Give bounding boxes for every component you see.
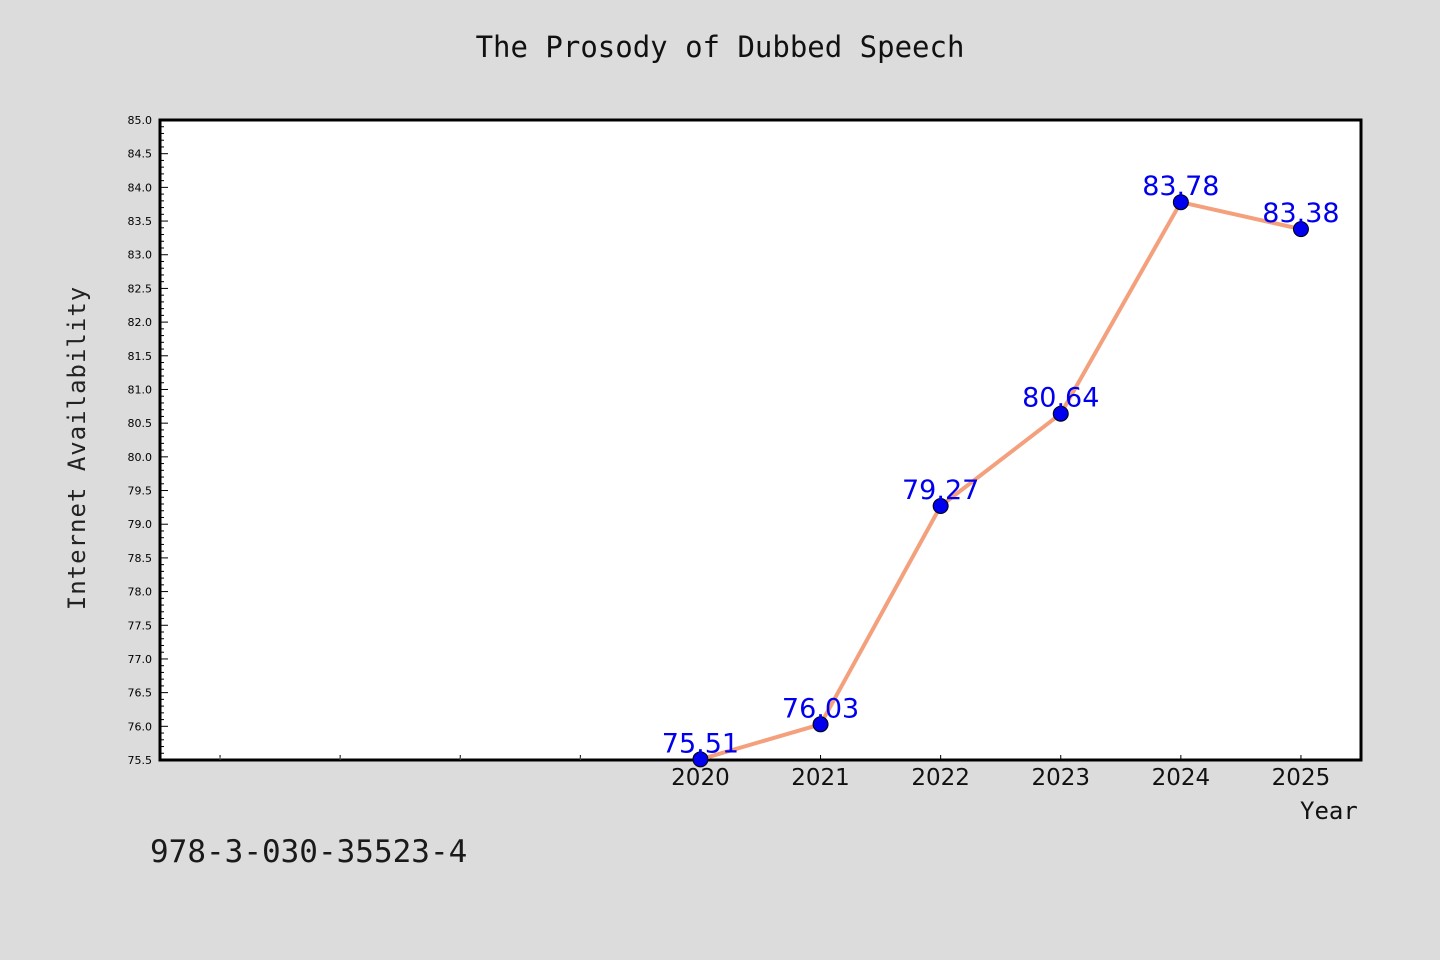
- y-tick-label: 81.0: [128, 383, 153, 396]
- y-tick-label: 79.0: [128, 518, 153, 531]
- y-tick-label: 78.5: [128, 552, 153, 565]
- y-tick-label: 84.5: [128, 148, 153, 161]
- y-tick-label: 83.5: [128, 215, 153, 228]
- data-point: [1292, 221, 1309, 238]
- data-point: [932, 498, 949, 515]
- y-tick-label: 77.0: [128, 653, 153, 666]
- y-tick-label: 81.5: [128, 350, 153, 363]
- y-tick-label: 76.0: [128, 720, 153, 733]
- data-label: 79.27: [902, 475, 979, 506]
- y-tick-label: 78.0: [128, 586, 153, 599]
- y-tick-label: 84.0: [128, 181, 153, 194]
- y-tick-label: 75.5: [128, 754, 153, 767]
- data-label: 83.38: [1262, 198, 1339, 229]
- x-tick-label: 2024: [1152, 765, 1211, 791]
- y-tick-label: 79.5: [128, 485, 153, 498]
- x-tick-label: 2023: [1031, 765, 1090, 791]
- series-line: [699, 200, 1302, 762]
- y-axis-label: Internet Availability: [63, 285, 91, 611]
- y-tick-label: 85.0: [128, 114, 153, 127]
- x-tick-label: 2025: [1272, 765, 1331, 791]
- isbn-label: 978-3-030-35523-4: [150, 834, 468, 870]
- y-tick-label: 76.5: [128, 687, 153, 700]
- chart-title: The Prosody of Dubbed Speech: [475, 30, 965, 64]
- data-label: 76.03: [782, 693, 859, 724]
- data-labels-group: 75.51 76.03 79.27 80.64 83.78 83.38: [662, 171, 1340, 759]
- y-tick-label: 82.5: [128, 282, 153, 295]
- data-point: [812, 716, 829, 733]
- series-line-group: [692, 194, 1309, 768]
- data-point: [1172, 194, 1189, 211]
- data-label: 75.51: [662, 728, 739, 759]
- data-label: 80.64: [1022, 383, 1099, 414]
- y-tick-label: 77.5: [128, 619, 153, 632]
- x-tick-label: 2021: [791, 765, 850, 791]
- data-label: 83.78: [1142, 171, 1219, 202]
- data-point: [1052, 405, 1069, 422]
- y-tick-label: 83.0: [128, 249, 153, 262]
- data-point: [692, 751, 709, 768]
- y-axis: 75.5 76.0 76.5 77.0 77.5 78.0 78.5 79.0 79.5 80.0…: [128, 114, 168, 767]
- x-tick-label: 2020: [671, 765, 730, 791]
- y-tick-label: 80.0: [128, 451, 153, 464]
- x-axis: 2020 2021 2022 2023 2024 2025: [219, 755, 1331, 791]
- x-axis-label: Year: [1300, 797, 1358, 825]
- y-tick-label: 82.0: [128, 316, 153, 329]
- y-tick-label: 80.5: [128, 417, 153, 430]
- x-tick-label: 2022: [911, 765, 970, 791]
- plot-area: [158, 118, 1363, 762]
